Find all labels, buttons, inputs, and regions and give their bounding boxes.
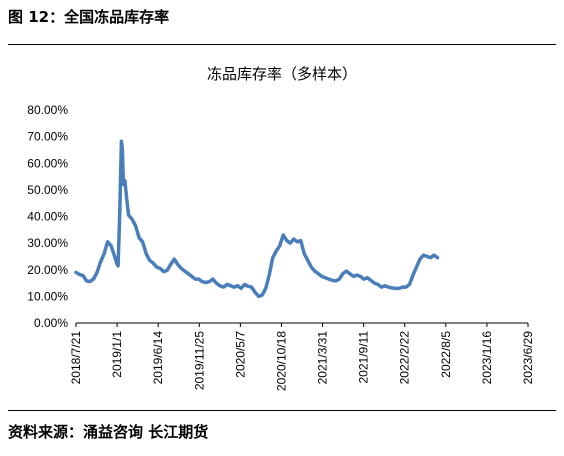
x-tick-label: 2023/1/16: [480, 331, 494, 385]
x-tick-label: 2021/9/11: [357, 331, 371, 384]
chart-title: 冻品库存率（多样本）: [207, 65, 357, 83]
bottom-rule: [8, 410, 556, 411]
y-tick-label: 10.00%: [27, 289, 68, 303]
top-rule: [8, 44, 556, 45]
x-tick-label: 2022/2/22: [398, 331, 412, 385]
y-tick-label: 30.00%: [27, 236, 68, 250]
series-line: [74, 139, 440, 299]
x-tick-label: 2020/5/7: [233, 331, 247, 378]
y-tick-label: 70.00%: [27, 130, 68, 144]
x-tick-label: 2019/11/25: [192, 331, 206, 390]
y-axis-ticks: 0.00% 10.00% 20.00% 30.00% 40.00% 50.00% 60.00…: [27, 103, 68, 330]
x-tick-label: 2023/6/29: [521, 331, 535, 385]
figure-title: 图 12：全国冻品库存率: [8, 8, 170, 26]
x-tick-label: 2018/7/21: [69, 331, 83, 385]
y-tick-label: 40.00%: [27, 210, 68, 224]
y-tick-label: 50.00%: [27, 183, 68, 197]
source-note: 资料来源：涌益咨询 长江期货: [8, 423, 209, 441]
y-tick-label: 20.00%: [27, 263, 68, 277]
x-tick-label: 2022/8/5: [439, 331, 453, 378]
x-tick-label: 2019/1/1: [110, 331, 124, 378]
x-tick-label: 2020/10/18: [274, 331, 288, 391]
x-tick-label: 2021/3/31: [316, 331, 330, 385]
x-tick-label: 2019/6/14: [151, 331, 165, 385]
y-tick-label: 80.00%: [27, 103, 68, 117]
x-axis-ticks: 2018/7/21 2019/1/1 2019/6/14 2019/11/25 2020…: [69, 323, 535, 391]
y-tick-label: 0.00%: [34, 316, 68, 330]
y-tick-label: 60.00%: [27, 156, 68, 170]
